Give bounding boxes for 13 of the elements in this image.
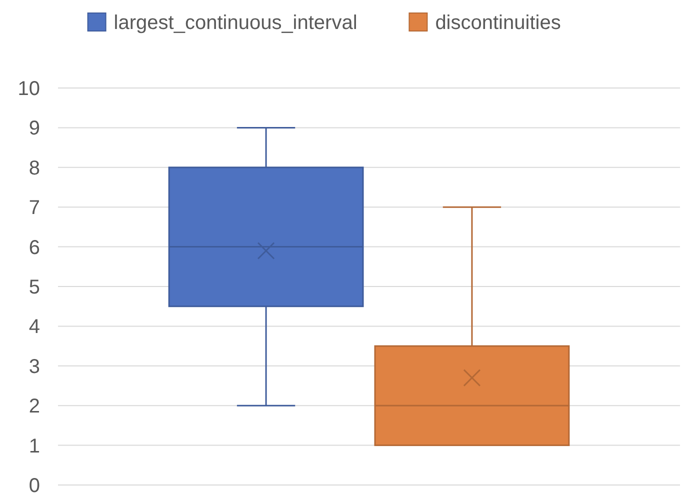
y-tick-label: 4 — [28, 316, 40, 338]
y-tick-label: 1 — [28, 435, 40, 458]
legend-label: discontinuities — [435, 12, 561, 34]
y-tick-label: 6 — [28, 236, 40, 259]
y-tick-label: 8 — [28, 157, 40, 180]
legend-label: largest_continuous_interval — [114, 12, 358, 34]
y-tick-label: 0 — [28, 475, 40, 497]
y-tick-label: 9 — [28, 118, 40, 140]
y-tick-label: 5 — [28, 276, 40, 298]
y-tick-label: 3 — [28, 356, 40, 378]
y-tick-label: 10 — [18, 78, 40, 100]
y-tick-label: 7 — [28, 197, 40, 220]
y-tick-label: 2 — [28, 396, 40, 418]
